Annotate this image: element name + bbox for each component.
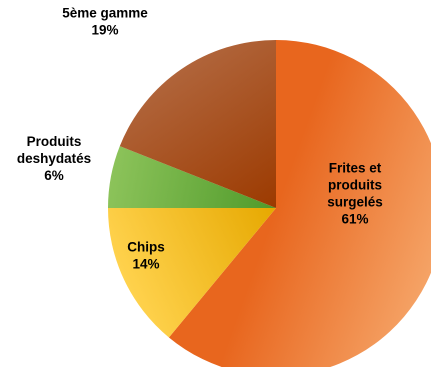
pie-slice-category: 5ème gamme	[62, 6, 148, 21]
pie-slice-2	[108, 146, 276, 208]
pie-slice-0	[168, 40, 431, 367]
pie-slice-percent: 19%	[91, 23, 118, 38]
pie-slice-percent: 6%	[44, 168, 64, 183]
pie-slice-3	[119, 40, 276, 208]
pie-slice-category: produits	[328, 178, 382, 193]
pie-slice-1	[108, 208, 276, 338]
pie-labels: Frites et produits surgelés 61% Chips 14% Prod…	[17, 6, 383, 272]
pie-slice-category: surgelés	[327, 195, 383, 210]
pie-slice-category: deshydatés	[17, 151, 91, 166]
pie-slice-category: Chips	[127, 240, 165, 255]
pie-slice-percent: 61%	[341, 212, 368, 227]
pie-slice-label-0: Frites et produits surgelés 61%	[327, 161, 383, 227]
pie-slices	[108, 40, 431, 367]
pie-slice-percent: 14%	[132, 257, 159, 272]
pie-slice-label-3: 5ème gamme 19%	[62, 6, 148, 38]
pie-slice-label-1: Chips 14%	[127, 240, 165, 272]
pie-slice-category: Produits	[27, 134, 82, 149]
pie-slice-label-2: Produits deshydatés 6%	[17, 134, 91, 183]
pie-slice-category: Frites et	[329, 161, 382, 176]
